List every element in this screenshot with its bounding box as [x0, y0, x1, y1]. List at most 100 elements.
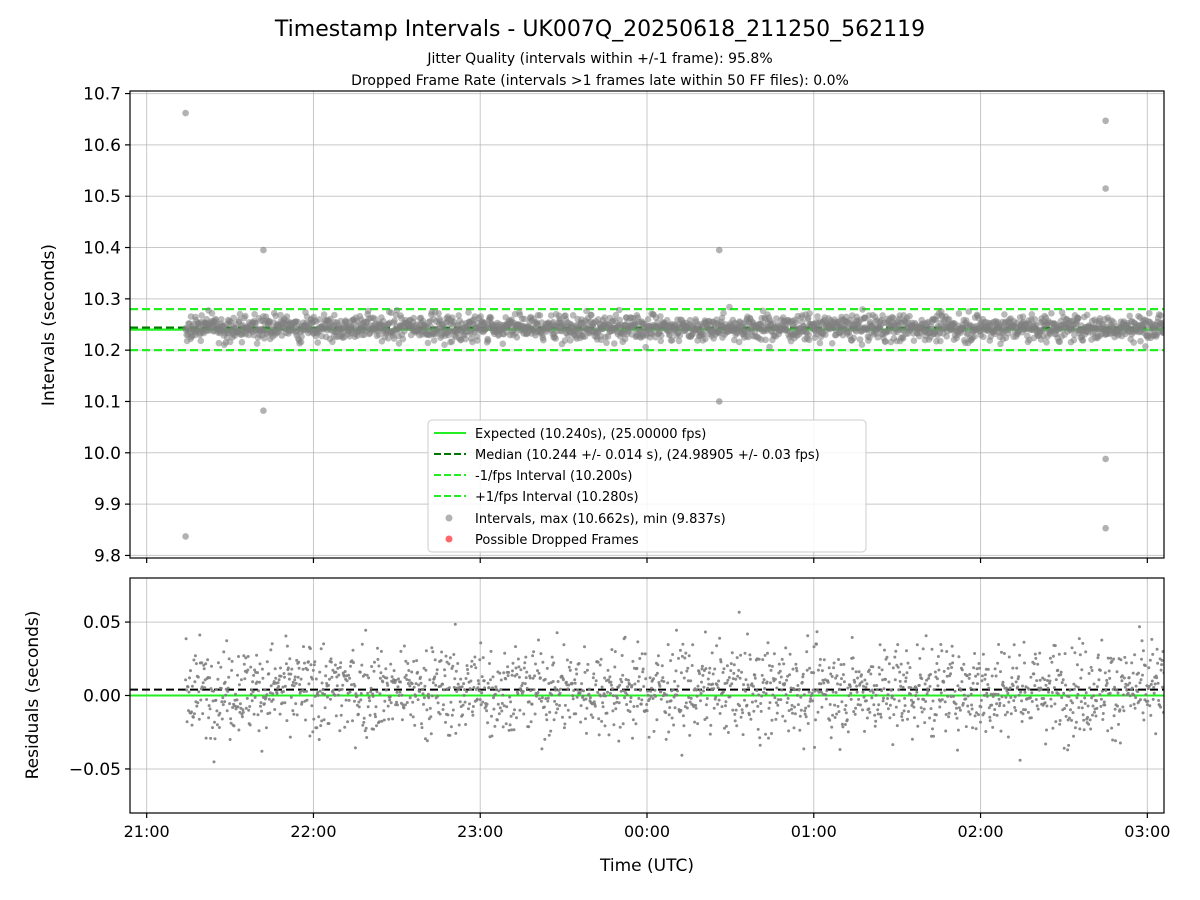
residual-point — [1080, 668, 1084, 672]
residual-point — [620, 680, 624, 684]
residual-point — [359, 698, 363, 702]
residual-point — [1153, 682, 1157, 686]
residual-point — [606, 668, 610, 672]
residual-point — [561, 678, 565, 682]
residual-point — [371, 694, 375, 698]
residual-point — [316, 693, 320, 697]
residual-point — [672, 723, 676, 727]
residual-point — [1079, 676, 1083, 680]
residual-point — [940, 698, 944, 702]
residual-point — [201, 681, 205, 685]
residual-point — [757, 657, 761, 661]
residual-point — [947, 715, 951, 719]
residual-point — [949, 695, 953, 699]
residual-point — [729, 669, 733, 673]
interval-point — [879, 312, 886, 319]
residual-point — [1033, 652, 1037, 656]
residual-point — [578, 691, 582, 695]
residual-point — [822, 658, 826, 662]
residual-point — [439, 659, 443, 662]
residual-point — [925, 678, 929, 682]
residual-point — [430, 646, 434, 650]
residual-point — [867, 668, 871, 672]
interval-point — [850, 334, 857, 342]
residual-point — [269, 684, 273, 688]
residual-point — [546, 696, 550, 700]
residual-point — [786, 696, 790, 700]
residual-point — [249, 692, 253, 696]
residual-point — [351, 719, 354, 723]
residual-point — [471, 713, 475, 717]
residual-point — [849, 697, 853, 701]
interval-point — [814, 313, 821, 320]
residual-point — [462, 693, 466, 697]
residual-point — [597, 717, 601, 721]
intervals-y-axis-label: Intervals (seconds) — [39, 244, 59, 406]
residual-point — [948, 662, 952, 666]
residual-point — [239, 678, 243, 682]
residual-point — [403, 703, 407, 707]
residual-point — [523, 682, 527, 686]
residual-point — [1067, 695, 1071, 699]
residual-point — [579, 704, 583, 708]
residual-point — [300, 700, 304, 704]
x-axis-label: Time (UTC) — [599, 856, 694, 876]
residual-point — [910, 704, 914, 707]
residual-point — [1090, 696, 1094, 700]
interval-point — [297, 338, 305, 346]
residual-point — [358, 670, 362, 674]
residual-point — [1072, 682, 1076, 686]
residual-point — [906, 717, 909, 721]
residual-point — [491, 675, 495, 679]
residual-point — [839, 683, 842, 687]
residual-point — [1151, 652, 1155, 656]
residual-point — [200, 661, 204, 665]
residual-point — [1137, 671, 1140, 675]
residual-point — [863, 678, 867, 682]
residual-point — [867, 707, 871, 711]
x-tick-label: 00:00 — [624, 822, 670, 841]
residuals-y-axis-label: Residuals (seconds) — [23, 611, 43, 780]
residual-point — [832, 661, 836, 665]
residual-point — [472, 686, 476, 689]
residual-point — [260, 709, 263, 713]
residual-point — [925, 692, 929, 696]
residual-point — [397, 694, 401, 697]
residual-point — [788, 652, 792, 656]
residual-point — [284, 662, 288, 666]
residual-point — [397, 677, 400, 681]
legend-entry-median: Median (10.244 +/- 0.014 s), (24.98905 +… — [475, 448, 820, 463]
residual-point — [880, 668, 884, 672]
residual-point — [852, 710, 856, 714]
residual-point — [770, 718, 774, 722]
residual-point — [431, 650, 435, 654]
residual-point — [651, 697, 655, 700]
residual-point — [414, 682, 418, 686]
residual-point — [964, 697, 968, 701]
residual-point — [954, 712, 957, 716]
residual-point — [1056, 668, 1060, 672]
residual-point — [427, 717, 431, 721]
residual-point — [981, 652, 985, 656]
residual-point — [284, 634, 288, 638]
residual-point — [779, 675, 783, 679]
residual-point — [990, 703, 994, 707]
residual-point — [256, 713, 260, 717]
residual-point — [519, 668, 523, 672]
residual-point — [955, 706, 958, 710]
residual-point — [449, 700, 453, 704]
residual-point — [1073, 726, 1077, 730]
residual-point — [633, 682, 637, 686]
residual-point — [775, 686, 779, 690]
residual-point — [290, 667, 294, 671]
residual-point — [259, 701, 263, 705]
interval-point — [251, 310, 258, 318]
residual-point — [1087, 722, 1091, 726]
intervals-y-tick-label: 10.3 — [83, 290, 121, 310]
residual-point — [581, 694, 585, 698]
residual-point — [466, 672, 470, 675]
residual-point — [751, 692, 755, 696]
residual-point — [1082, 718, 1086, 722]
residual-point — [885, 702, 888, 706]
